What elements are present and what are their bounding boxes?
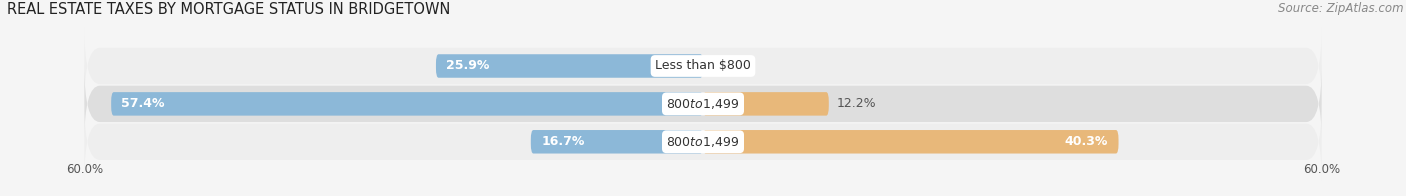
- FancyBboxPatch shape: [436, 54, 703, 78]
- FancyBboxPatch shape: [111, 92, 703, 116]
- Text: 57.4%: 57.4%: [121, 97, 165, 110]
- Text: $800 to $1,499: $800 to $1,499: [666, 135, 740, 149]
- FancyBboxPatch shape: [84, 27, 1322, 105]
- Text: 25.9%: 25.9%: [446, 60, 489, 73]
- Text: 0.0%: 0.0%: [711, 60, 744, 73]
- Text: 12.2%: 12.2%: [837, 97, 877, 110]
- FancyBboxPatch shape: [531, 130, 703, 153]
- FancyBboxPatch shape: [703, 92, 828, 116]
- Text: 40.3%: 40.3%: [1064, 135, 1108, 148]
- FancyBboxPatch shape: [84, 103, 1322, 181]
- FancyBboxPatch shape: [84, 65, 1322, 142]
- FancyBboxPatch shape: [703, 130, 1119, 153]
- Text: 16.7%: 16.7%: [541, 135, 585, 148]
- Text: Source: ZipAtlas.com: Source: ZipAtlas.com: [1278, 2, 1403, 15]
- Text: Less than $800: Less than $800: [655, 60, 751, 73]
- Text: $800 to $1,499: $800 to $1,499: [666, 97, 740, 111]
- Text: REAL ESTATE TAXES BY MORTGAGE STATUS IN BRIDGETOWN: REAL ESTATE TAXES BY MORTGAGE STATUS IN …: [7, 2, 450, 17]
